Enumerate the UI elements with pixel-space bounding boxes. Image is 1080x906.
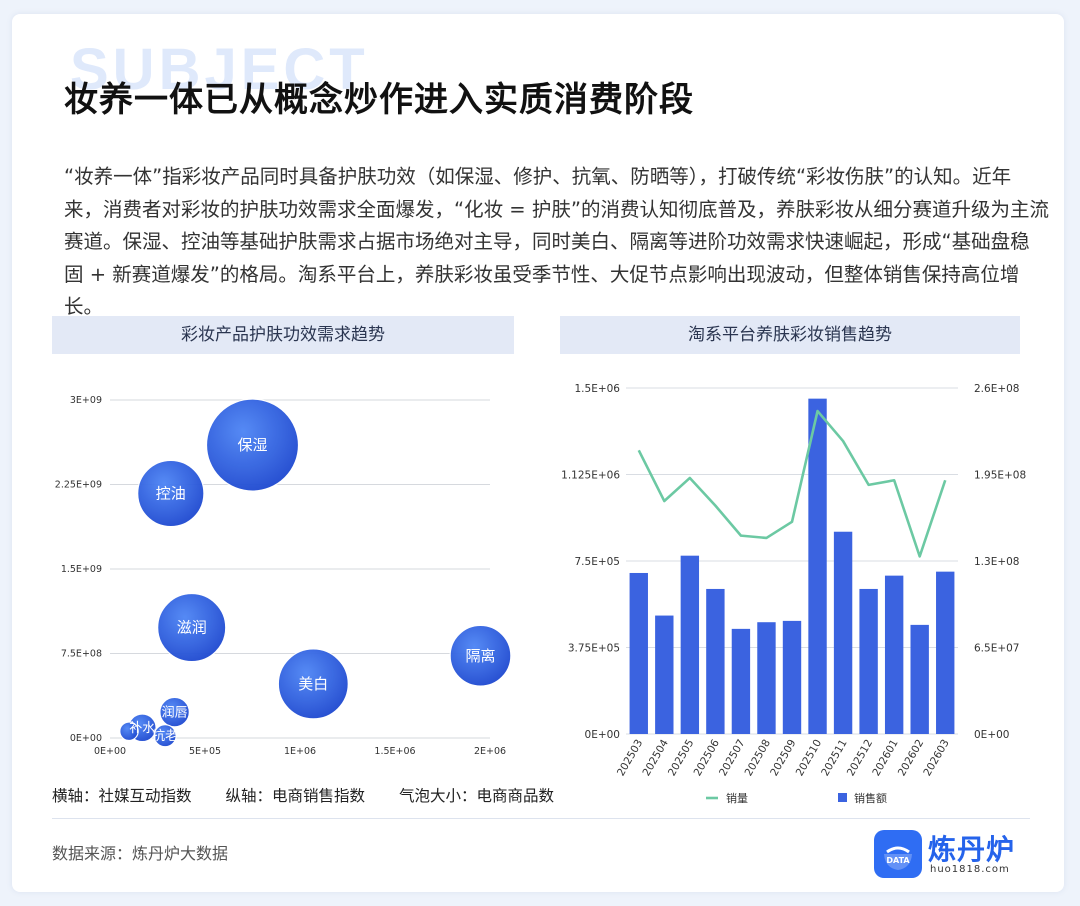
footer-divider — [52, 818, 1030, 819]
sales-bar — [884, 575, 904, 734]
sales-bar — [859, 588, 878, 734]
logo-name: 炼丹炉 — [928, 833, 1016, 866]
sales-bar — [757, 622, 776, 734]
sales-bar — [910, 624, 929, 734]
bubble-x-tick-label: 2E+06 — [474, 746, 506, 757]
logo-badge: DATA — [886, 856, 910, 865]
watermark-text: SUBJECT — [70, 37, 369, 102]
sales-right-tick-label: 2.6E+08 — [974, 383, 1020, 395]
axis-legend-note: 横轴：社媒互动指数 纵轴：电商销售指数 气泡大小：电商商品数 — [52, 784, 588, 806]
bubble-y-tick-label: 3E+09 — [70, 395, 102, 406]
report-card: SUBJECT 妆养一体已从概念炒作进入实质消费阶段 “妆养一体”指彩妆产品同时… — [12, 14, 1064, 892]
bubble-point — [277, 648, 349, 720]
bubble-x-tick-label: 0E+00 — [94, 746, 126, 757]
intro-paragraph: “妆养一体”指彩妆产品同时具备护肤功效（如保湿、修护、抗氧、防晒等），打破传统“… — [64, 165, 1049, 318]
pot-icon — [884, 846, 912, 870]
sales-chart-title: 淘系平台养肤彩妆销售趋势 — [560, 316, 1020, 354]
bubble-label: 抗老 — [152, 729, 178, 744]
bubble-label: 保湿 — [237, 436, 267, 454]
page-title: 妆养一体已从概念炒作进入实质消费阶段 — [64, 80, 694, 120]
bubble-y-tick-label: 1.5E+09 — [61, 564, 102, 575]
sales-left-tick-label: 1.125E+06 — [561, 470, 620, 482]
bubble-label: 润唇 — [162, 705, 188, 720]
bubble-y-tick-label: 7.5E+08 — [61, 649, 102, 660]
legend-volume-label: 销量 — [726, 791, 748, 805]
sales-bar — [680, 555, 700, 734]
bubble-label: 美白 — [298, 675, 328, 693]
legend-bar-swatch — [838, 793, 847, 802]
x-axis-note: 横轴：社媒互动指数 — [52, 787, 192, 805]
logo-url: huo1818.com — [930, 864, 1010, 875]
sales-left-tick-label: 1.5E+06 — [575, 383, 621, 395]
sales-right-tick-label: 0E+00 — [974, 729, 1009, 741]
sales-bar — [782, 620, 802, 734]
legend-revenue-label: 销售额 — [854, 791, 887, 805]
bubble-point — [449, 624, 512, 687]
bubble-point — [137, 459, 205, 528]
bubble-label: 控油 — [156, 485, 186, 503]
bubble-point — [153, 724, 177, 748]
sales-right-tick-label: 6.5E+07 — [974, 643, 1020, 655]
sales-left-tick-label: 3.75E+05 — [568, 643, 620, 655]
sales-bar — [936, 571, 955, 734]
sales-left-tick-label: 0E+00 — [585, 729, 620, 741]
brand-logo: DATA 炼丹炉 huo1818.com — [874, 826, 1034, 882]
sales-right-tick-label: 1.3E+08 — [974, 556, 1020, 568]
sales-right-tick-label: 1.95E+08 — [974, 470, 1026, 482]
sales-left-tick-label: 7.5E+05 — [575, 556, 621, 568]
y-axis-note: 纵轴：电商销售指数 — [225, 787, 366, 805]
sales-bar — [731, 628, 751, 734]
sales-volume-line — [637, 409, 947, 558]
sales-chart: 0E+00 3.75E+05 7.5E+05 1.125E+06 1.5E+06 0E+0… — [561, 383, 1026, 805]
bubble-y-tick-label: 0E+00 — [70, 733, 102, 744]
bubble-point — [119, 721, 139, 742]
bubble-label: 隔离 — [465, 647, 495, 665]
bubble-point — [205, 398, 300, 492]
bubble-x-tick-label: 5E+05 — [189, 746, 221, 757]
sales-bar — [655, 615, 674, 734]
bubble-chart-title: 彩妆产品护肤功效需求趋势 — [52, 316, 514, 354]
sales-bar — [629, 572, 648, 734]
bubble-chart: 0E+00 7.5E+08 1.5E+09 2.25E+09 3E+09 0E+00 5E+… — [55, 395, 512, 757]
sales-bar — [833, 531, 853, 734]
bubble-size-note: 气泡大小：电商商品数 — [399, 787, 555, 805]
bubble-label: 滋润 — [177, 619, 207, 637]
bubble-x-tick-label: 1.5E+06 — [374, 746, 415, 757]
sales-bar — [706, 588, 725, 734]
bubble-point — [157, 592, 227, 663]
sales-bar — [808, 398, 827, 734]
bubble-label: 补水 — [129, 721, 155, 736]
logo-icon: DATA — [874, 830, 922, 878]
bubble-point — [159, 696, 190, 728]
bubble-y-tick-label: 2.25E+09 — [55, 480, 102, 491]
bubble-x-tick-label: 1E+06 — [284, 746, 316, 757]
data-source: 数据来源：炼丹炉大数据 — [52, 844, 229, 863]
